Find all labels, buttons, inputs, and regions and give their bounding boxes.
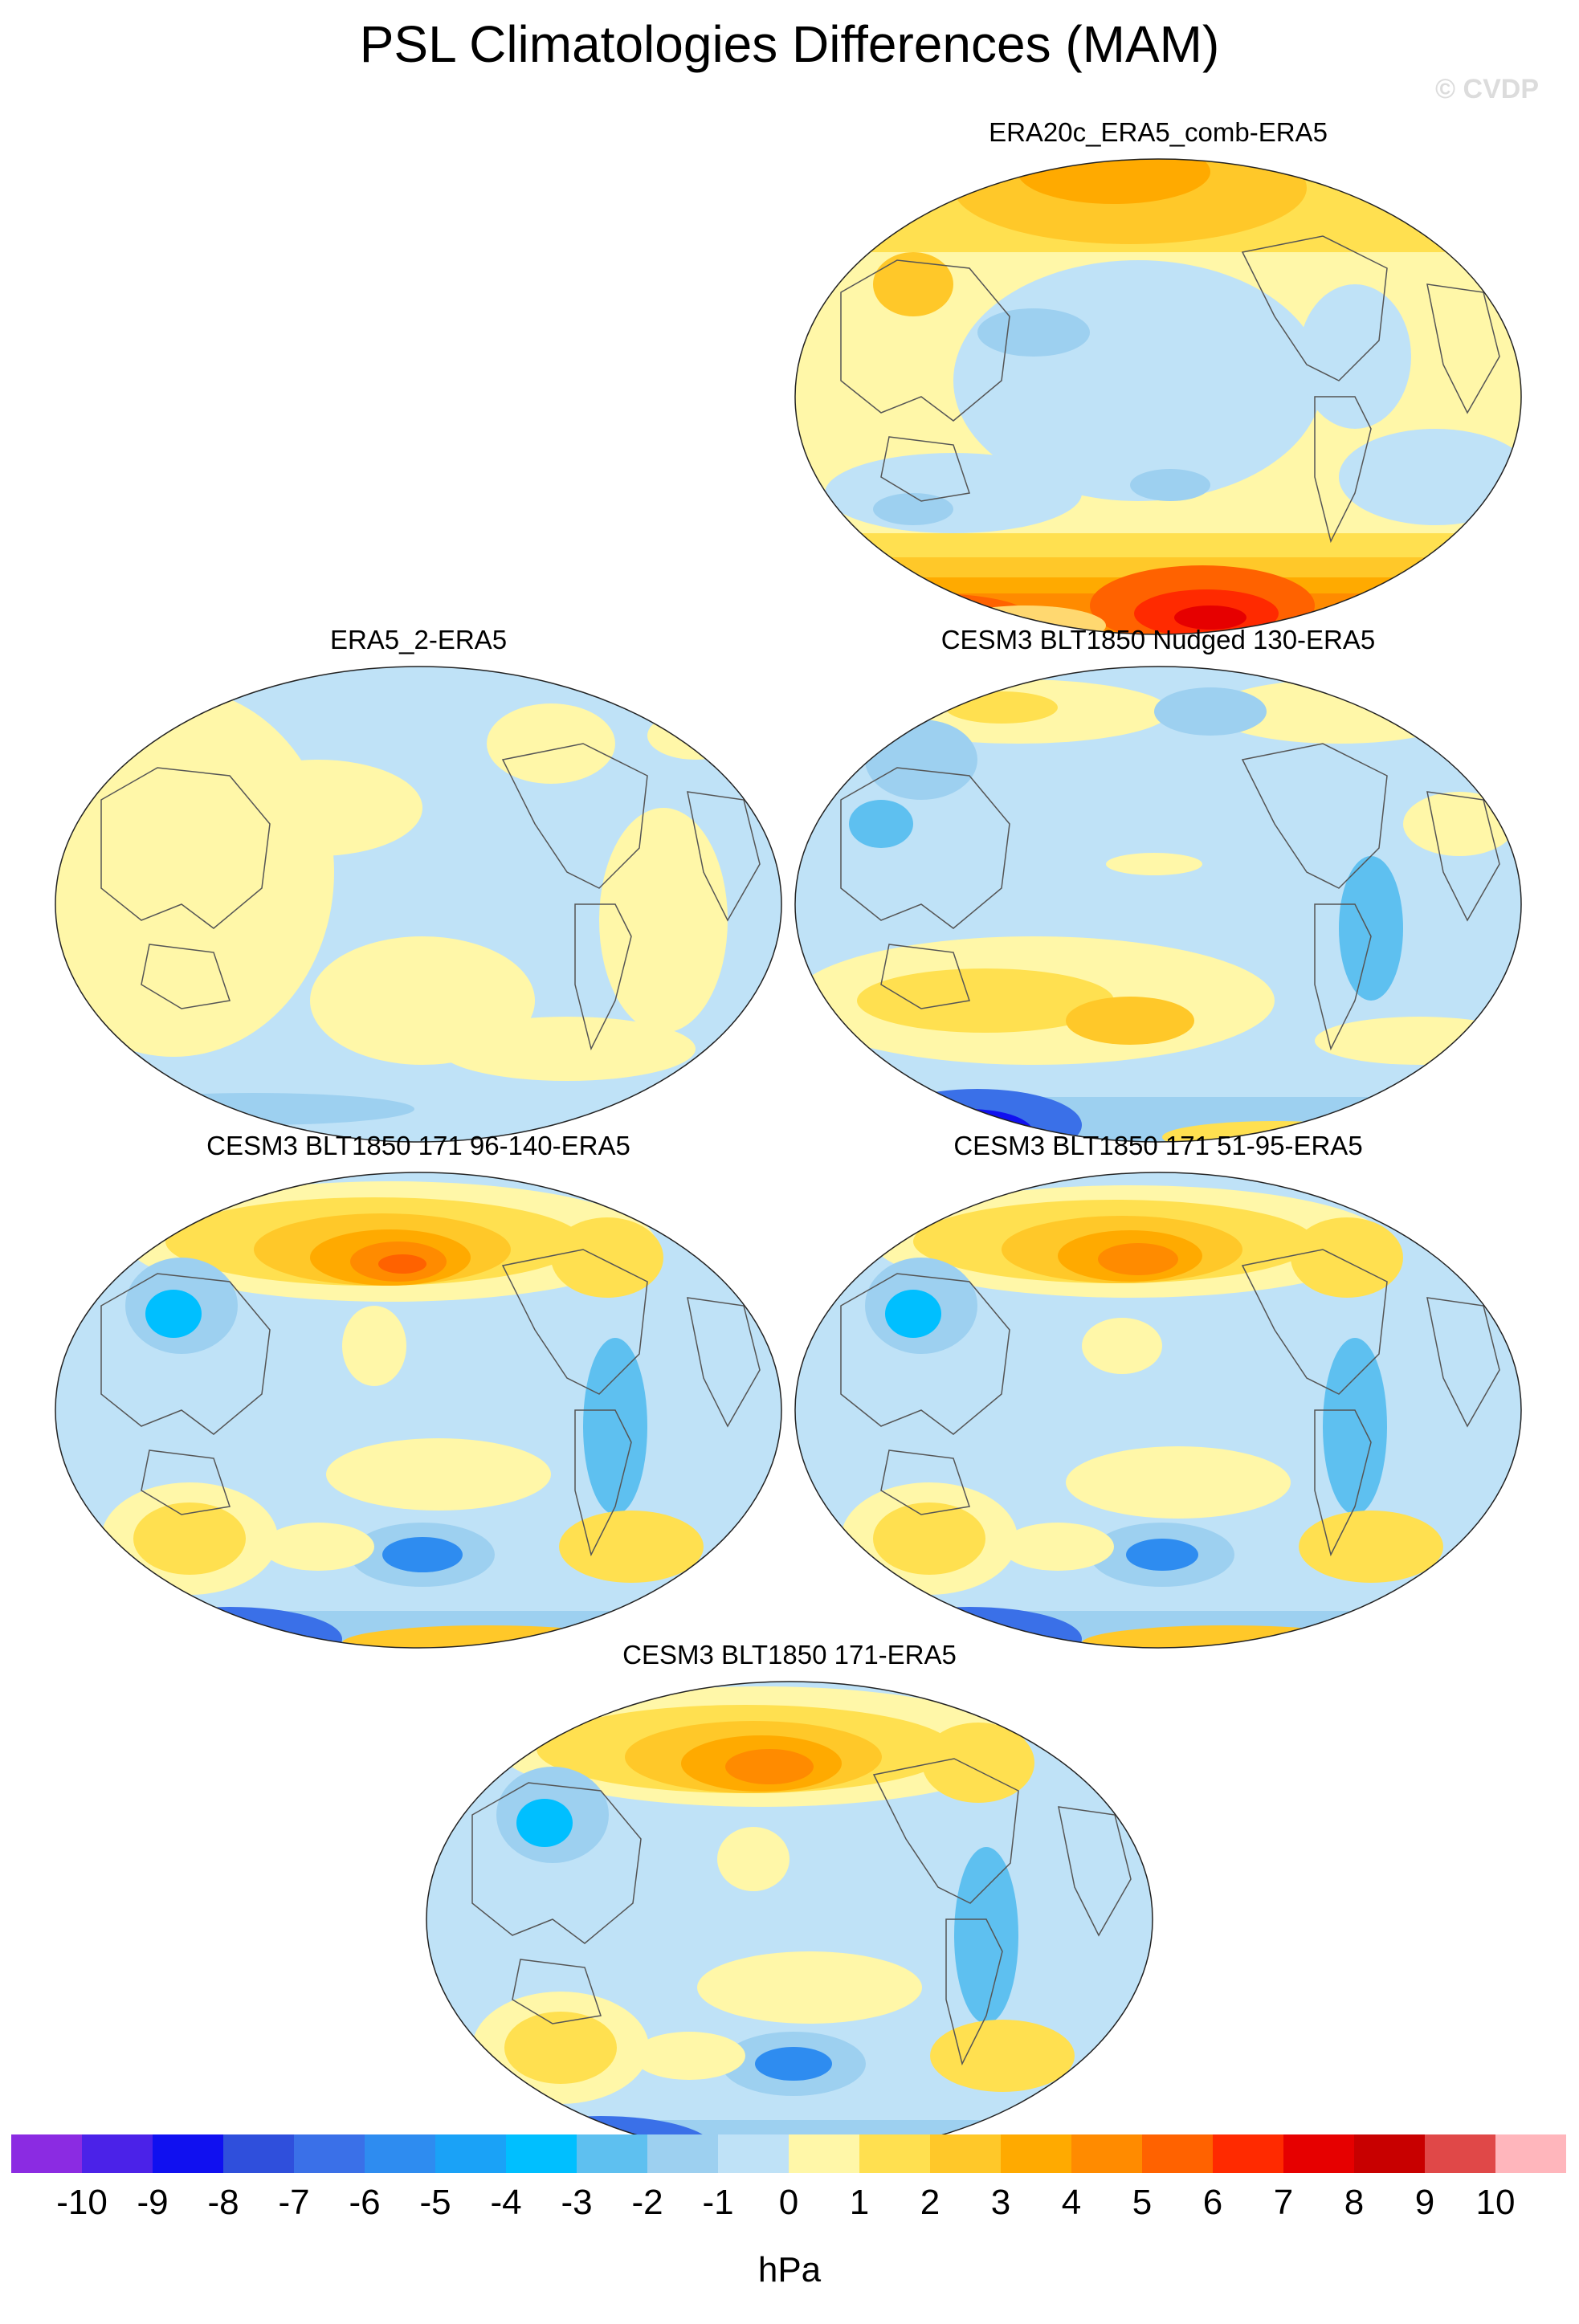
pressure-map (794, 158, 1522, 635)
colorbar-swatch (1354, 2134, 1426, 2173)
colorbar-tick-label: 10 (1475, 2183, 1516, 2222)
colorbar (11, 2134, 1566, 2173)
colorbar-swatch (365, 2134, 436, 2173)
colorbar-swatch (1213, 2134, 1284, 2173)
pressure-map (794, 666, 1522, 1143)
colorbar-tick-label: -1 (702, 2183, 734, 2222)
colorbar-tick-label: 1 (849, 2183, 870, 2222)
colorbar-swatch (1001, 2134, 1072, 2173)
panel-title: CESM3 BLT1850 171-ERA5 (622, 1640, 957, 1670)
pressure-map (55, 666, 782, 1143)
colorbar-swatch (153, 2134, 224, 2173)
colorbar-tick-label: -4 (490, 2183, 522, 2222)
colorbar-swatch (1425, 2134, 1496, 2173)
colorbar-swatch (223, 2134, 295, 2173)
colorbar-swatch (11, 2134, 83, 2173)
colorbar-swatch (789, 2134, 860, 2173)
colorbar-tick-label: -10 (56, 2183, 108, 2222)
panel-title: CESM3 BLT1850 171 51-95-ERA5 (953, 1131, 1363, 1160)
colorbar-swatch (647, 2134, 719, 2173)
colorbar-tick-label: 2 (920, 2183, 940, 2222)
figure-title: PSL Climatologies Differences (MAM) (359, 15, 1220, 73)
panel-title: CESM3 BLT1850 171 96-140-ERA5 (206, 1131, 630, 1160)
colorbar-tick-label: 5 (1132, 2183, 1153, 2222)
colorbar-tick-label: 9 (1414, 2183, 1435, 2222)
colorbar-tick-label: -9 (137, 2183, 169, 2222)
colorbar-tick-label: -2 (631, 2183, 663, 2222)
colorbar-swatch (1283, 2134, 1355, 2173)
colorbar-tick-label: -3 (561, 2183, 593, 2222)
cvdp-watermark: © CVDP (1435, 74, 1539, 104)
colorbar-tick-label: 8 (1344, 2183, 1365, 2222)
colorbar-swatch (1495, 2134, 1566, 2173)
colorbar-swatch (1071, 2134, 1143, 2173)
colorbar-tick-label: -7 (278, 2183, 310, 2222)
colorbar-swatch (82, 2134, 153, 2173)
colorbar-swatch (859, 2134, 931, 2173)
colorbar-tick-label: -6 (349, 2183, 381, 2222)
panel-title: CESM3 BLT1850 Nudged 130-ERA5 (940, 625, 1376, 654)
pressure-map (55, 1172, 782, 1649)
colorbar-tick-label: -5 (419, 2183, 451, 2222)
colorbar-tick-label: 0 (778, 2183, 799, 2222)
colorbar-swatch (930, 2134, 1002, 2173)
colorbar-tick-label: 7 (1273, 2183, 1294, 2222)
pressure-map (426, 1681, 1153, 2158)
colorbar-swatch (1142, 2134, 1214, 2173)
colorbar-tick-label: 4 (1061, 2183, 1082, 2222)
colorbar-swatch (577, 2134, 648, 2173)
panel-title: ERA5_2-ERA5 (329, 625, 508, 654)
colorbar-tick-label: -8 (207, 2183, 239, 2222)
colorbar-swatch (435, 2134, 507, 2173)
colorbar-swatch (294, 2134, 365, 2173)
pressure-map (794, 1172, 1522, 1649)
panel-title: ERA20c_ERA5_comb-ERA5 (989, 117, 1328, 147)
colorbar-swatch (506, 2134, 577, 2173)
colorbar-tick-label: 3 (990, 2183, 1011, 2222)
colorbar-units: hPa (757, 2250, 822, 2289)
colorbar-tick-label: 6 (1202, 2183, 1223, 2222)
colorbar-swatch (718, 2134, 790, 2173)
